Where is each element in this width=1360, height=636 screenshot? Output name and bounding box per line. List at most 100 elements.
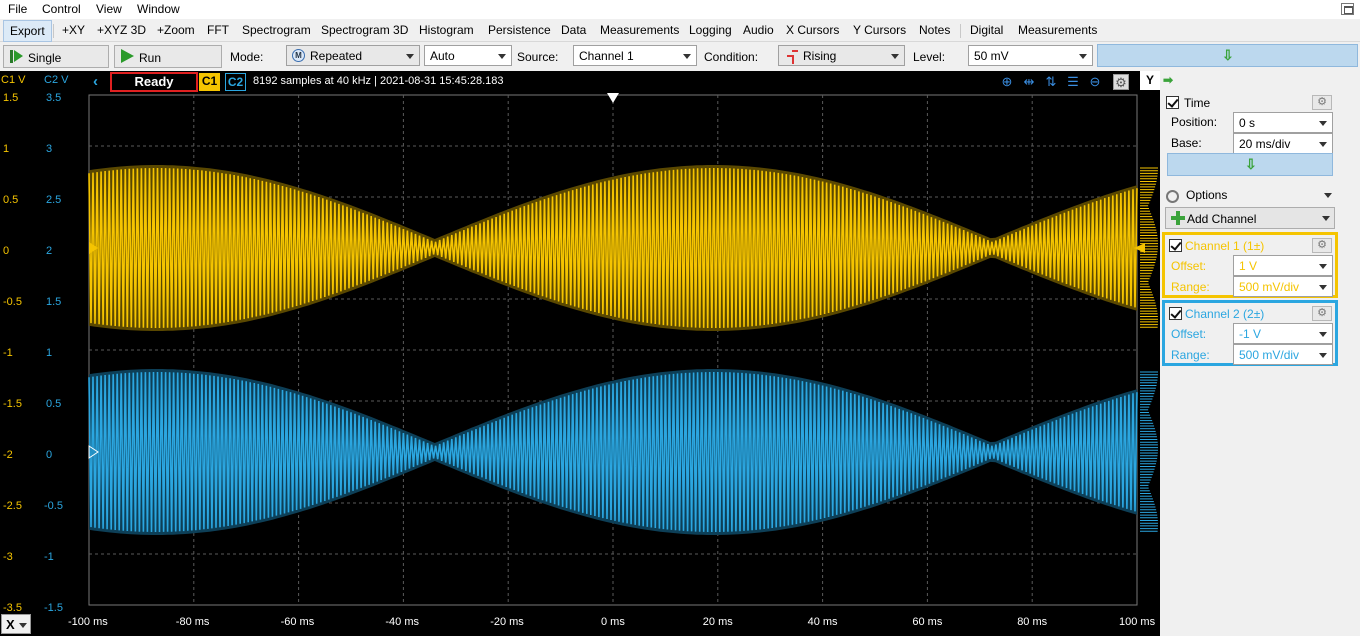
- tab-audio[interactable]: Audio: [743, 23, 774, 37]
- tab-add-zoom[interactable]: +Zoom: [157, 23, 195, 37]
- run-button[interactable]: Run: [114, 45, 222, 68]
- tab-add-xyz-3d[interactable]: +XYZ 3D: [97, 23, 147, 37]
- source-select-value: Channel 1: [579, 49, 634, 63]
- channel-2-settings-gear-icon[interactable]: ⚙: [1312, 306, 1332, 321]
- add-channel-label: Add Channel: [1187, 212, 1257, 226]
- trigger-mode-value: Auto: [430, 49, 455, 63]
- channel-1-settings-gear-icon[interactable]: ⚙: [1312, 238, 1332, 253]
- trigger-arm-button[interactable]: ⇩: [1097, 44, 1358, 67]
- condition-label: Condition:: [704, 50, 759, 64]
- trigger-mode-select[interactable]: Auto: [424, 45, 512, 66]
- mode-select[interactable]: M Repeated: [286, 45, 420, 66]
- tab-measurements-2[interactable]: Measurements: [1018, 23, 1098, 37]
- waveform-plot[interactable]: [0, 71, 1160, 636]
- position-select[interactable]: 0 s: [1233, 112, 1333, 133]
- zoom-in-icon[interactable]: ⊕: [1001, 74, 1013, 89]
- channel-2-checkbox[interactable]: [1169, 307, 1182, 320]
- zoom-x-icon[interactable]: ⇹: [1023, 74, 1035, 89]
- x-axis-select[interactable]: X: [1, 614, 31, 634]
- tab-digital[interactable]: Digital: [970, 23, 1004, 37]
- c1-tick-label: 0.5: [3, 194, 19, 206]
- mode-select-value: Repeated: [310, 49, 363, 63]
- options-label[interactable]: Options: [1186, 188, 1228, 202]
- condition-select-value: Rising: [803, 49, 837, 63]
- scope-display[interactable]: C1 V C2 V ‹ Ready C1 C2 8192 samples at …: [0, 71, 1160, 636]
- tab-histogram[interactable]: Histogram: [419, 23, 474, 37]
- c2-axis-header: C2 V: [44, 74, 69, 86]
- tab-separator: [53, 24, 54, 38]
- c1-tick-label: -0.5: [3, 296, 22, 308]
- rising-edge-icon: [787, 50, 799, 64]
- c1-tick-label: -2.5: [3, 500, 22, 512]
- view-tab-bar: Export +XY +XYZ 3D +Zoom FFT Spectrogram…: [0, 20, 1360, 42]
- time-apply-button[interactable]: ⇩: [1167, 153, 1333, 176]
- c1-tick-label: -1.5: [3, 398, 22, 410]
- tab-spectrogram[interactable]: Spectrogram: [242, 23, 311, 37]
- chevron-down-icon: [1319, 142, 1327, 147]
- c2-tick-label: 0.5: [46, 398, 62, 410]
- channel-2-chip[interactable]: C2: [225, 73, 246, 91]
- menu-control[interactable]: Control: [42, 2, 81, 16]
- c2-tick-label: 3: [46, 143, 53, 155]
- channel-2-group: Channel 2 (2±) ⚙ Offset: -1 V Range: 500…: [1162, 300, 1338, 366]
- chevron-left-icon[interactable]: ‹: [93, 73, 98, 90]
- condition-select[interactable]: Rising: [778, 45, 905, 66]
- tab-add-xy[interactable]: +XY: [62, 23, 86, 37]
- repeated-mode-icon: M: [292, 49, 305, 62]
- chevron-down-icon: [19, 623, 27, 628]
- zoom-reset-x-icon[interactable]: ☰: [1067, 74, 1079, 89]
- run-play-icon: [121, 49, 135, 64]
- menu-file[interactable]: File: [8, 2, 28, 16]
- ch2-range-select[interactable]: 500 mV/div: [1233, 344, 1333, 365]
- options-chevron-down-icon[interactable]: [1324, 193, 1332, 198]
- channel-1-chip[interactable]: C1: [199, 73, 220, 91]
- tab-y-cursors[interactable]: Y Cursors: [853, 23, 907, 37]
- level-select[interactable]: 50 mV: [968, 45, 1093, 66]
- c1-tick-label: -3: [3, 551, 13, 563]
- tab-x-cursors[interactable]: X Cursors: [786, 23, 840, 37]
- ch2-offset-select[interactable]: -1 V: [1233, 323, 1333, 344]
- tab-fft[interactable]: FFT: [207, 23, 229, 37]
- mode-label: Mode:: [230, 50, 264, 64]
- tab-measurements[interactable]: Measurements: [600, 23, 680, 37]
- zoom-y-icon[interactable]: ⇅: [1045, 74, 1057, 89]
- c2-tick-label: 1.5: [46, 296, 62, 308]
- chevron-down-icon: [1319, 353, 1327, 358]
- chevron-down-icon: [891, 54, 899, 59]
- ch1-offset-select[interactable]: 1 V: [1233, 255, 1333, 276]
- settings-gear-icon[interactable]: ⚙: [1113, 74, 1129, 90]
- capture-info-text: 8192 samples at 40 kHz | 2021-08-31 15:4…: [253, 75, 504, 87]
- channel-1-checkbox[interactable]: [1169, 239, 1182, 252]
- tab-spectrogram-3d[interactable]: Spectrogram 3D: [321, 23, 409, 37]
- y-panel-tab[interactable]: Y: [1140, 71, 1160, 90]
- time-tick-label: -80 ms: [175, 616, 210, 628]
- position-label: Position:: [1171, 115, 1218, 129]
- restore-window-icon[interactable]: [1341, 3, 1354, 15]
- c1-tick-label: 0: [3, 245, 10, 257]
- time-checkbox[interactable]: [1166, 96, 1179, 109]
- time-tick-label: 40 ms: [807, 616, 838, 628]
- channel-1-trace-signal: [88, 167, 1138, 329]
- tab-export[interactable]: Export: [3, 20, 52, 42]
- time-tick-label: -60 ms: [280, 616, 315, 628]
- plot-markers: [88, 93, 1158, 532]
- zoom-out-icon[interactable]: ⊖: [1089, 74, 1101, 89]
- menu-view[interactable]: View: [96, 2, 122, 16]
- menu-window[interactable]: Window: [137, 2, 180, 16]
- chevron-down-icon: [1319, 264, 1327, 269]
- channel-2-trace: [88, 369, 1138, 535]
- add-channel-button[interactable]: Add Channel: [1165, 207, 1335, 229]
- c1-tick-label: -2: [3, 449, 13, 461]
- single-button[interactable]: Single: [3, 45, 109, 68]
- source-label: Source:: [517, 50, 559, 64]
- time-settings-gear-icon[interactable]: ⚙: [1312, 95, 1332, 110]
- tab-logging[interactable]: Logging: [689, 23, 732, 37]
- tab-persistence[interactable]: Persistence: [488, 23, 551, 37]
- time-base-select[interactable]: 20 ms/div: [1233, 133, 1333, 154]
- ch1-offset-value: 1 V: [1239, 259, 1258, 273]
- arrow-right-icon[interactable]: ➡: [1163, 73, 1174, 87]
- ch1-range-select[interactable]: 500 mV/div: [1233, 276, 1333, 297]
- source-select[interactable]: Channel 1: [573, 45, 697, 66]
- tab-notes[interactable]: Notes: [919, 23, 951, 37]
- tab-data[interactable]: Data: [561, 23, 587, 37]
